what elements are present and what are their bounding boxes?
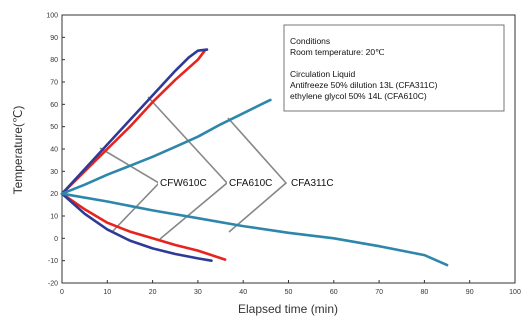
x-tick-label: 0 — [60, 289, 64, 296]
x-tick-label: 10 — [103, 289, 111, 296]
x-tick-label: 70 — [375, 289, 383, 296]
x-tick-label: 40 — [239, 289, 247, 296]
series-line-4 — [60, 192, 227, 261]
x-tick-label: 90 — [466, 289, 474, 296]
conditions-liquid-heading: Circulation Liquid — [290, 69, 355, 79]
x-tick-label: 100 — [509, 289, 521, 296]
conditions-box — [283, 24, 505, 112]
series-line-2 — [60, 48, 209, 195]
x-axis-ticks: 0 10 20 30 40 50 60 70 80 90 100 — [60, 280, 521, 296]
y-tick-label: 20 — [50, 191, 58, 198]
y-tick-label: 10 — [50, 214, 58, 221]
connector-cfa311c — [227, 117, 288, 233]
y-tick-label: 70 — [50, 80, 58, 87]
x-tick-label: 60 — [330, 289, 338, 296]
callout-box-cfa311c — [289, 175, 339, 190]
callout-label-cfa311c: CFA311C — [291, 178, 334, 189]
x-tick-label: 50 — [285, 289, 293, 296]
y-tick-label: -20 — [48, 281, 58, 288]
y-tick-label: -10 — [48, 258, 58, 265]
series-line-1 — [60, 49, 206, 195]
series-line-5 — [60, 192, 213, 263]
conditions-room-temp: Room temperature: 20℃ — [290, 47, 385, 57]
y-axis-ticks: -20 -10 0 10 20 30 40 50 60 70 80 90 100 — [46, 13, 65, 288]
callout-box-cfw610c — [158, 175, 206, 190]
conditions-heading: Conditions — [290, 36, 330, 46]
series-line-6 — [60, 192, 449, 267]
x-tick-label: 20 — [149, 289, 157, 296]
callout-label-cfa610c: CFA610C — [229, 178, 272, 189]
y-tick-label: 0 — [54, 236, 58, 243]
y-tick-label: 50 — [50, 124, 58, 131]
callout-label-cfw610c: CFW610C — [160, 178, 207, 189]
y-axis-title: Temperature(℃) — [11, 106, 25, 195]
x-axis-title: Elapsed time (min) — [238, 302, 338, 316]
conditions-liquid-line-1: Antifreeze 50% dilution 13L (CFA311C) — [290, 80, 438, 90]
y-tick-label: 30 — [50, 169, 58, 176]
y-tick-label: 90 — [50, 35, 58, 42]
y-tick-label: 80 — [50, 57, 58, 64]
series-layer — [60, 48, 449, 267]
conditions-liquid-line-2: ethylene glycol 50% 14L (CFA610C) — [290, 91, 427, 101]
y-tick-label: 100 — [46, 13, 58, 20]
x-tick-label: 80 — [421, 289, 429, 296]
callout-box-cfa610c — [227, 175, 277, 190]
y-tick-label: 60 — [50, 102, 58, 109]
y-tick-label: 40 — [50, 147, 58, 154]
series-line-3 — [60, 98, 272, 195]
x-tick-label: 30 — [194, 289, 202, 296]
